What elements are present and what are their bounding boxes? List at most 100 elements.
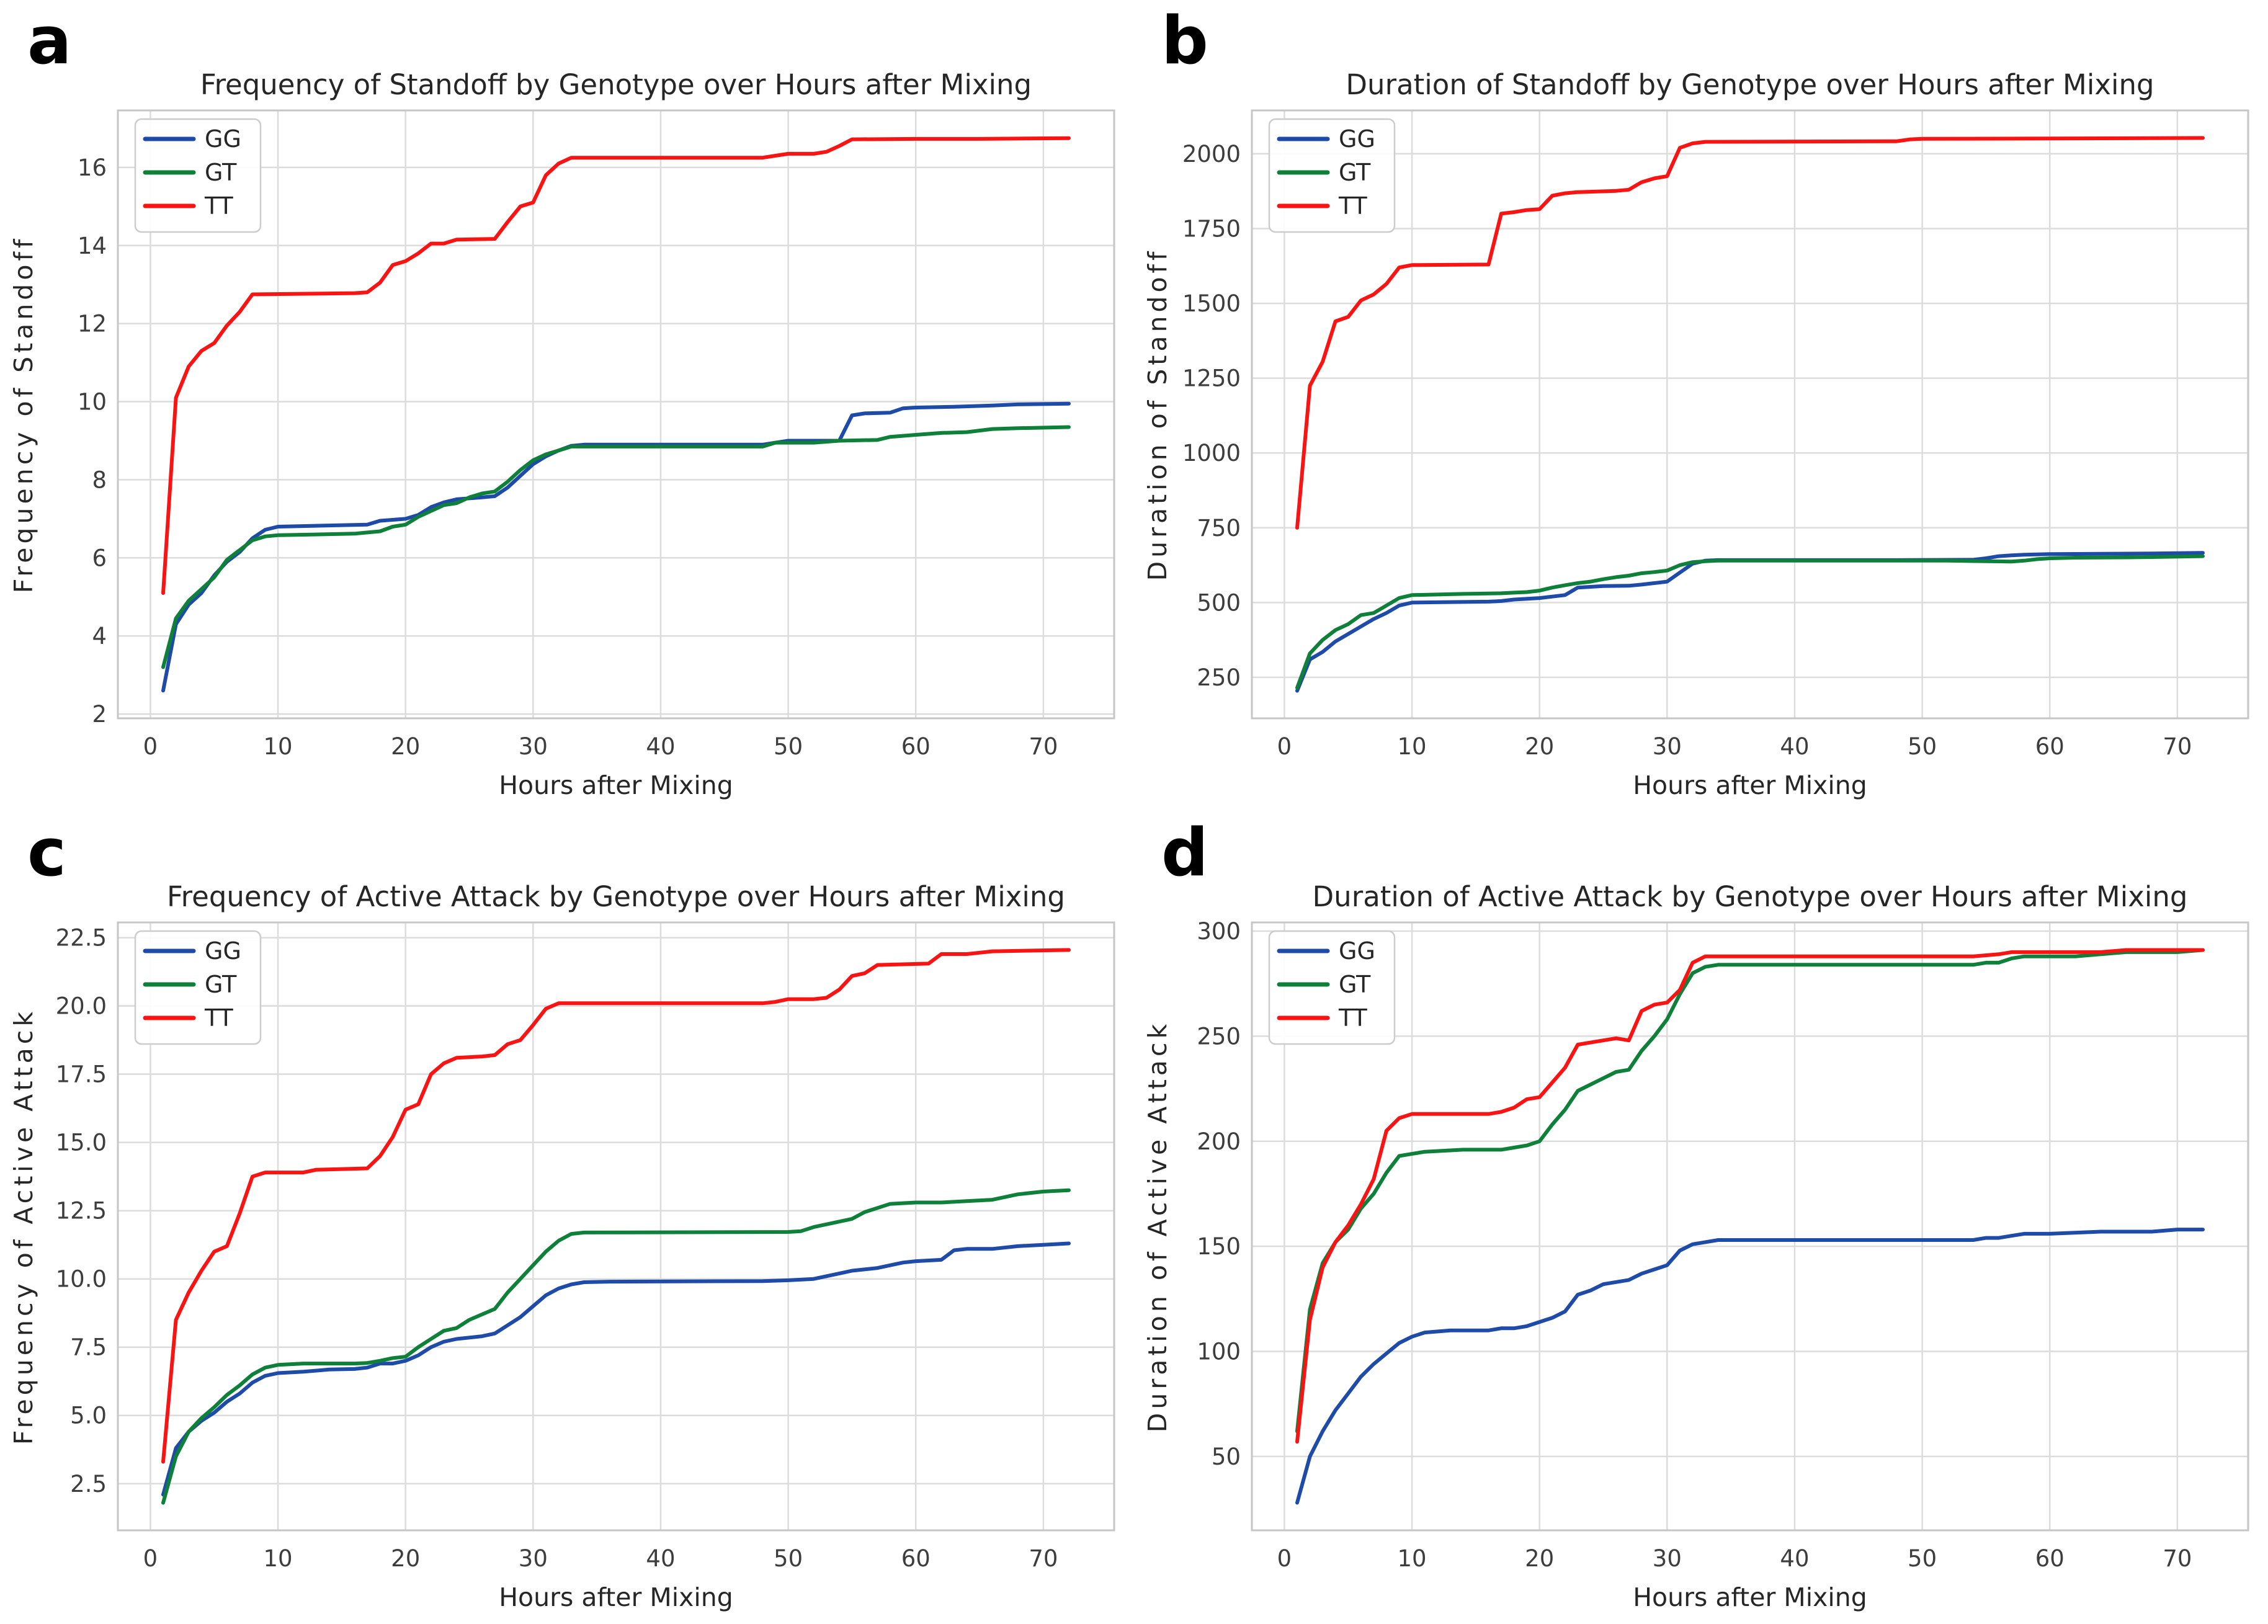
series-line-TT <box>161 136 1071 595</box>
y-tick-label: 750 <box>1197 515 1241 542</box>
x-tick-label: 70 <box>2163 733 2192 760</box>
x-tick-label: 40 <box>646 733 675 760</box>
legend: GG GT TT <box>134 118 262 233</box>
y-tick-label: 4 <box>92 623 107 649</box>
y-tick-label: 20.0 <box>56 993 107 1020</box>
x-tick-label: 10 <box>1398 1545 1427 1572</box>
panel-letter: b <box>1161 2 1208 79</box>
legend-label-TT: TT <box>204 1004 234 1032</box>
x-tick-label: 0 <box>1277 733 1292 760</box>
tick-labels: 0 10 20 30 40 50 60 70 50 100 150 200 250 300 <box>1197 918 2192 1572</box>
y-tick-label: 50 <box>1212 1443 1241 1470</box>
x-tick-label: 30 <box>519 733 548 760</box>
legend-box <box>1268 930 1396 1045</box>
y-tick-label: 1250 <box>1182 365 1241 392</box>
x-tick-label: 0 <box>143 1545 158 1572</box>
legend: GG GT TT <box>1268 118 1396 233</box>
legend-box <box>134 930 262 1045</box>
y-tick-label: 8 <box>92 466 107 493</box>
chart-title: Frequency of Active Attack by Genotype o… <box>167 880 1065 913</box>
series-lines <box>1295 948 2205 1505</box>
x-tick-label: 60 <box>901 733 931 760</box>
legend: GG GT TT <box>134 930 262 1045</box>
x-axis-label: Hours after Mixing <box>1633 1582 1867 1612</box>
x-tick-label: 50 <box>774 733 803 760</box>
x-tick-label: 40 <box>1780 733 1809 760</box>
y-tick-label: 1750 <box>1182 216 1241 243</box>
legend-label-GG: GG <box>1339 937 1375 965</box>
y-axis-label: Duration of Active Attack <box>1143 1020 1172 1432</box>
y-tick-label: 500 <box>1197 589 1241 616</box>
x-tick-label: 60 <box>2035 1545 2065 1572</box>
y-tick-label: 250 <box>1197 1023 1241 1050</box>
legend-label-GT: GT <box>205 159 237 186</box>
x-tick-label: 50 <box>1908 1545 1937 1572</box>
chart-frequency-standoff: 0 10 20 30 40 50 60 70 2 4 6 8 10 12 14 16 GG GT TT a Fre… <box>9 2 1115 800</box>
x-tick-label: 20 <box>1525 1545 1554 1572</box>
legend-item-GT: GT <box>1277 971 1371 998</box>
x-tick-label: 70 <box>2163 1545 2192 1572</box>
y-tick-label: 100 <box>1197 1339 1241 1365</box>
chart-title: Frequency of Standoff by Genotype over H… <box>200 68 1032 101</box>
legend-box <box>134 118 262 233</box>
legend-label-GG: GG <box>205 937 241 965</box>
series-line-TT <box>1295 948 2205 1444</box>
panel-letter: d <box>1161 814 1208 891</box>
plot-frame <box>1251 921 2249 1532</box>
y-axis-label: Duration of Standoff <box>1143 248 1172 581</box>
x-tick-label: 10 <box>264 733 293 760</box>
series-line-GT <box>1295 554 2205 690</box>
legend-item-TT: TT <box>143 192 234 220</box>
axes-border <box>117 109 1115 720</box>
series-line-GT <box>161 1188 1071 1505</box>
tick-labels: 0 10 20 30 40 50 60 70 250 500 750 1000 1250 1500 1750… <box>1182 141 2192 760</box>
x-tick-label: 20 <box>391 733 420 760</box>
y-tick-label: 5.0 <box>70 1403 107 1429</box>
legend: GG GT TT <box>1268 930 1396 1045</box>
plot-frame <box>117 921 1115 1532</box>
x-tick-label: 40 <box>1780 1545 1809 1572</box>
series-line-GG <box>1295 551 2205 693</box>
y-tick-label: 150 <box>1197 1233 1241 1260</box>
y-tick-label: 2.5 <box>70 1471 107 1497</box>
x-tick-label: 50 <box>1908 733 1937 760</box>
plot-frame <box>117 109 1115 720</box>
y-tick-label: 200 <box>1197 1128 1241 1155</box>
y-tick-label: 300 <box>1197 918 1241 945</box>
series-line-TT <box>161 948 1071 1464</box>
x-tick-label: 0 <box>1277 1545 1292 1572</box>
legend-item-GG: GG <box>143 125 241 153</box>
tick-labels: 0 10 20 30 40 50 60 70 2 4 6 8 10 12 14 16 <box>78 154 1058 760</box>
chart-duration-standoff: 0 10 20 30 40 50 60 70 250 500 750 1000 1250 1500 1750… <box>1143 2 2249 800</box>
panel-d: 0 10 20 30 40 50 60 70 50 100 150 200 250 300 GG GT TT … <box>1134 812 2268 1624</box>
legend-label-GT: GT <box>1339 971 1371 998</box>
legend-item-TT: TT <box>1277 192 1368 220</box>
legend-label-TT: TT <box>1338 192 1368 220</box>
legend-item-GG: GG <box>143 937 241 965</box>
x-axis-label: Hours after Mixing <box>499 770 733 800</box>
x-tick-label: 30 <box>1653 733 1682 760</box>
axes-border <box>1251 921 2249 1532</box>
chart-frequency-active-attack: 0 10 20 30 40 50 60 70 2.5 5.0 7.5 10.0 12.5 15.0 17.5… <box>9 814 1115 1612</box>
series-lines <box>161 948 1071 1505</box>
x-axis-label: Hours after Mixing <box>1633 770 1867 800</box>
legend-label-GT: GT <box>205 971 237 998</box>
y-tick-label: 10.0 <box>56 1266 107 1293</box>
tick-labels: 0 10 20 30 40 50 60 70 2.5 5.0 7.5 10.0 12.5 15.0 17.5… <box>56 925 1058 1572</box>
x-tick-label: 10 <box>264 1545 293 1572</box>
legend-item-GT: GT <box>143 159 237 186</box>
y-axis-label: Frequency of Active Attack <box>9 1008 38 1445</box>
panel-b: 0 10 20 30 40 50 60 70 250 500 750 1000 1250 1500 1750… <box>1134 0 2268 812</box>
panel-c: 0 10 20 30 40 50 60 70 2.5 5.0 7.5 10.0 12.5 15.0 17.5… <box>0 812 1134 1624</box>
x-axis-label: Hours after Mixing <box>499 1582 733 1612</box>
panel-a: 0 10 20 30 40 50 60 70 2 4 6 8 10 12 14 16 GG GT TT a Fre… <box>0 0 1134 812</box>
legend-label-TT: TT <box>1338 1004 1368 1032</box>
chart-title: Duration of Active Attack by Genotype ov… <box>1313 880 2188 913</box>
legend-label-GG: GG <box>205 125 241 153</box>
y-tick-label: 2000 <box>1182 141 1241 167</box>
legend-item-GT: GT <box>1277 159 1371 186</box>
y-tick-label: 14 <box>78 233 107 259</box>
gridlines <box>118 110 1114 718</box>
x-tick-label: 60 <box>901 1545 931 1572</box>
